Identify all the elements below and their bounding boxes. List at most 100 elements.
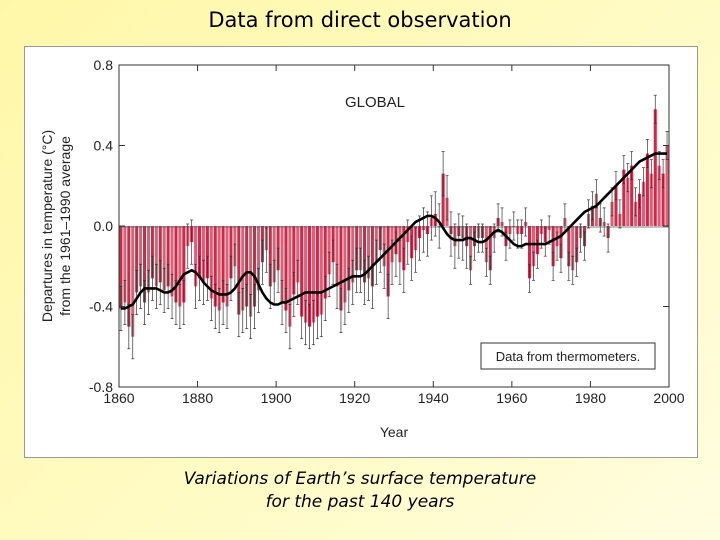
bar-1885	[213, 226, 217, 307]
bar-1861	[119, 226, 123, 309]
bar-1973	[559, 226, 563, 259]
bar-1994	[641, 181, 645, 226]
legend-frame	[480, 342, 656, 370]
bar-1975	[567, 226, 571, 267]
bar-1867	[143, 226, 147, 303]
bar-1868	[146, 226, 150, 293]
bar-1899	[268, 226, 272, 287]
chart-title: GLOBAL	[345, 94, 405, 111]
bar-1896	[256, 226, 260, 291]
bar-1891	[237, 226, 241, 315]
bar-1877	[182, 226, 186, 303]
smoothed-curve	[120, 152, 668, 310]
bar-1929	[386, 226, 390, 297]
bar-1998	[657, 165, 661, 227]
bar-1990	[626, 177, 630, 226]
bar-1999	[661, 173, 665, 226]
bar-1966	[531, 226, 535, 267]
legend-text: Data from thermometers.	[496, 349, 641, 364]
bar-1909	[308, 226, 312, 327]
bar-1991	[630, 165, 634, 227]
bar-1916	[335, 226, 339, 287]
bar-1982	[594, 193, 598, 226]
bar-1976	[571, 226, 575, 271]
error-bars-layer	[119, 94, 669, 360]
bar-1950	[469, 226, 473, 271]
bar-1918	[343, 226, 347, 303]
bar-1875	[174, 226, 178, 303]
y-axis-label-line2: from the 1961–1990 average	[57, 136, 73, 316]
x-tick-label-1960: 1960	[496, 390, 527, 406]
bar-1904	[288, 226, 292, 327]
bar-1903	[284, 226, 288, 311]
bar-1900	[272, 226, 276, 283]
bar-1866	[139, 226, 143, 287]
x-tick-label-1900: 1900	[261, 390, 292, 406]
bar-1882	[201, 226, 205, 283]
y-tick-label--0.4: -0.4	[89, 299, 113, 315]
bar-1954	[484, 226, 488, 263]
caption-line-2: for the past 140 years	[265, 492, 455, 512]
y-tick-label-0.0: 0.0	[94, 218, 114, 234]
bars-layer	[119, 109, 669, 337]
bar-1862	[123, 226, 127, 303]
bar-1871	[158, 226, 162, 283]
bar-1889	[229, 226, 233, 279]
bar-1917	[339, 226, 343, 311]
x-axis-label: Year	[380, 424, 409, 440]
bar-1919	[347, 226, 351, 291]
slide-caption: Variations of Earth’s surface temperatur…	[0, 468, 720, 514]
bar-1987	[614, 185, 618, 226]
plot-frame	[118, 64, 670, 388]
bar-1925	[370, 226, 374, 287]
bar-1895	[253, 226, 257, 307]
bar-1912	[319, 226, 323, 315]
y-tick-label-0.8: 0.8	[94, 57, 114, 73]
x-tick-label-1920: 1920	[339, 390, 370, 406]
x-tick-label-1880: 1880	[182, 390, 213, 406]
bar-1865	[135, 226, 139, 293]
bar-1908	[304, 226, 308, 323]
bar-1920	[351, 226, 355, 283]
slide-title: Data from direct observation	[208, 8, 512, 32]
bar-1997	[653, 109, 657, 226]
bar-1873	[166, 226, 170, 287]
caption-line-1: Variations of Earth’s surface temperatur…	[183, 469, 537, 489]
bar-1887	[221, 226, 225, 303]
bar-1892	[241, 226, 245, 311]
x-tick-label-1860: 1860	[103, 390, 134, 406]
bar-1906	[296, 226, 300, 283]
bar-1907	[300, 226, 304, 317]
bar-1881	[198, 226, 202, 279]
bar-1989	[622, 169, 626, 226]
bar-1864	[131, 226, 135, 337]
bar-1886	[217, 226, 221, 311]
y-axis-label-line1: Departures in temperature (°C)	[39, 130, 55, 322]
bar-1995	[645, 153, 649, 226]
bar-1874	[170, 226, 174, 297]
bar-1993	[638, 193, 642, 226]
bar-1911	[315, 226, 319, 317]
x-tick-label-2000: 2000	[653, 390, 684, 406]
bar-1977	[575, 226, 579, 263]
bar-1955	[488, 226, 492, 271]
bar-1913	[323, 226, 327, 299]
bar-1914	[327, 226, 331, 275]
bar-1996	[649, 173, 653, 226]
bar-1888	[225, 226, 229, 307]
legend-box: Data from thermometers.	[480, 342, 656, 370]
bar-1943	[441, 173, 445, 226]
ticks-layer: 1860 1880 1900 1920 1940 1960 1980 2000 0.8 0.4 0.…	[89, 57, 685, 406]
y-tick-label-0.4: 0.4	[94, 138, 114, 154]
bar-1883	[205, 226, 209, 279]
bar-1876	[178, 226, 182, 307]
bar-1971	[551, 226, 555, 267]
chart-container: 1860 1880 1900 1920 1940 1960 1980 2000 0.8 0.4 0.…	[24, 46, 698, 458]
bar-1870	[154, 226, 158, 287]
y-tick-label--0.8: -0.8	[89, 379, 113, 395]
bar-1880	[194, 226, 198, 287]
bar-1910	[311, 226, 315, 323]
bar-1872	[162, 226, 166, 291]
bar-1902	[280, 226, 284, 303]
bar-1884	[209, 226, 213, 299]
